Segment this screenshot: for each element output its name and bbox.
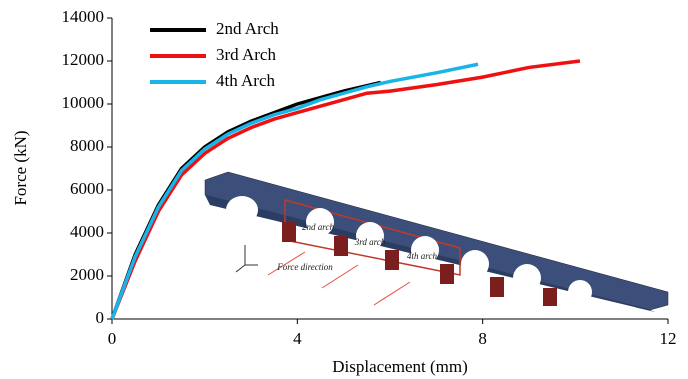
annotation: 3rd arch xyxy=(354,237,386,247)
y-tick-label: 14000 xyxy=(62,7,105,26)
legend-label: 3rd Arch xyxy=(216,45,276,64)
y-tick-label: 4000 xyxy=(70,222,104,241)
x-tick-label: 0 xyxy=(108,329,117,348)
chart: 2nd arch 3rd arch 4th arch Force directi… xyxy=(0,0,688,379)
annotation: 2nd arch xyxy=(302,222,334,232)
y-tick-label: 8000 xyxy=(70,136,104,155)
y-axis-label: Force (kN) xyxy=(11,130,30,205)
legend-label: 4th Arch xyxy=(216,71,276,90)
y-tick-label: 0 xyxy=(96,308,105,327)
x-tick-label: 12 xyxy=(660,329,677,348)
line-series xyxy=(112,61,580,319)
y-tick-label: 6000 xyxy=(70,179,104,198)
x-tick-label: 4 xyxy=(293,329,302,348)
inset-model xyxy=(205,172,668,312)
x-axis-label: Displacement (mm) xyxy=(332,357,468,376)
annotation: 4th arch xyxy=(407,251,437,261)
y-tick-label: 2000 xyxy=(70,265,104,284)
annotation: Force direction xyxy=(276,262,333,272)
x-tick-label: 8 xyxy=(478,329,487,348)
legend-label: 2nd Arch xyxy=(216,19,279,38)
y-tick-label: 10000 xyxy=(62,93,105,112)
y-tick-label: 12000 xyxy=(62,50,105,69)
